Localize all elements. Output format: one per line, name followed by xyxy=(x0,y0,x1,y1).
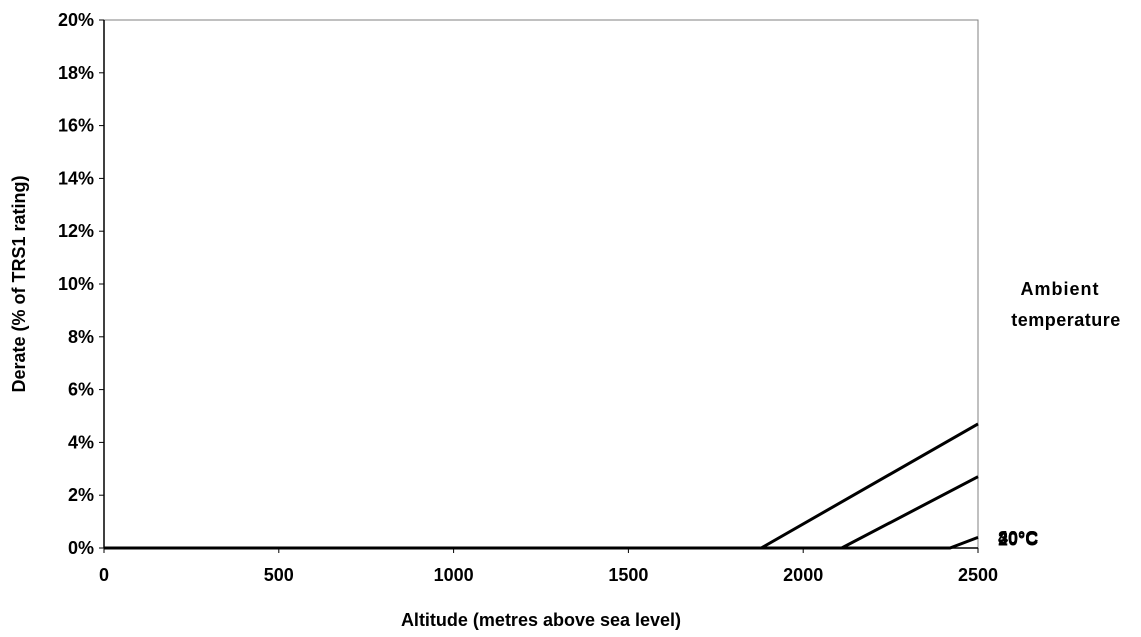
x-tick-label: 2500 xyxy=(958,565,998,585)
legend-title-line-2: temperature xyxy=(1011,310,1121,330)
series-labels: 40°C30°C20°C xyxy=(998,528,1038,549)
y-tick-label: 20% xyxy=(58,10,94,30)
x-tick-label: 1500 xyxy=(608,565,648,585)
series-line-2 xyxy=(104,535,979,550)
plot-area xyxy=(103,19,979,549)
y-tick-label: 18% xyxy=(58,63,94,83)
x-tick-label: 500 xyxy=(264,565,294,585)
x-tick-label: 0 xyxy=(99,565,109,585)
series-lines xyxy=(104,422,979,550)
series-label-1: 30°C xyxy=(998,528,1038,548)
series-label-0: 40°C xyxy=(998,528,1038,548)
legend-title-line-1: Ambient xyxy=(1021,279,1100,299)
x-tick-label: 2000 xyxy=(783,565,823,585)
y-axis-title: Derate (% of TRS1 rating) xyxy=(9,175,29,392)
y-tick-label: 8% xyxy=(68,327,94,347)
y-tick-label: 0% xyxy=(68,538,94,558)
y-axis: 0% 2% 4% 6% 8% 10% 12% 14% 16% 18% 20% xyxy=(58,10,105,558)
y-tick-label: 14% xyxy=(58,168,94,188)
x-axis-title: Altitude (metres above sea level) xyxy=(401,610,681,630)
y-tick-label: 6% xyxy=(68,380,94,400)
x-tick-label: 1000 xyxy=(434,565,474,585)
y-tick-label: 16% xyxy=(58,116,94,136)
series-label-2: 20°C xyxy=(998,529,1038,549)
y-tick-label: 12% xyxy=(58,221,94,241)
x-axis: 0 500 1000 1500 2000 2500 xyxy=(99,547,998,585)
y-tick-label: 4% xyxy=(68,432,94,452)
y-tick-label: 2% xyxy=(68,485,94,505)
y-tick-label: 10% xyxy=(58,274,94,294)
